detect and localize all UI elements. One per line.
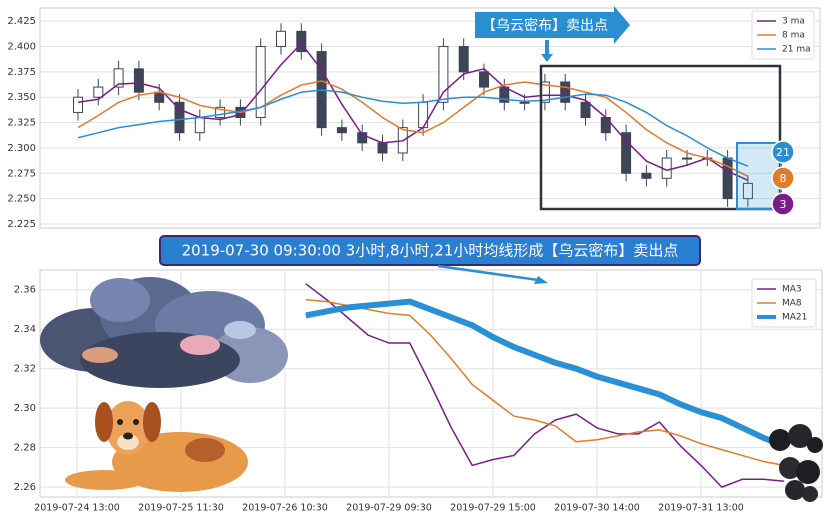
end-label-badge bbox=[771, 140, 795, 164]
x-tick-label: 2019-07-25 11:30 bbox=[138, 503, 224, 514]
ma-line bbox=[77, 80, 749, 177]
y-tick-label: 2.36 bbox=[14, 285, 36, 296]
x-tick-label: 2019-07-30 14:00 bbox=[554, 503, 640, 514]
end-label: 3 bbox=[780, 198, 787, 211]
dog-illustration bbox=[65, 401, 248, 492]
y-tick-label: 2.26 bbox=[14, 482, 36, 493]
end-label-badge bbox=[771, 166, 795, 190]
candle-body bbox=[458, 46, 469, 73]
legend-box bbox=[751, 10, 815, 60]
candle-body bbox=[519, 101, 530, 104]
candle-body bbox=[600, 116, 611, 134]
top-chart: 2.225 2.250 2.275 2.300 2.325 2.350 2.375 2.400… bbox=[7, 6, 821, 230]
banner-arrow bbox=[475, 6, 630, 44]
y-tick-label: 2.28 bbox=[14, 443, 36, 454]
ma-line bbox=[77, 42, 749, 182]
y-tick-label: 2.225 bbox=[7, 219, 36, 230]
plot-frame bbox=[39, 269, 823, 498]
ma-line bbox=[305, 298, 785, 467]
legend-label: 21 ma bbox=[782, 45, 811, 55]
y-tick-label: 2.275 bbox=[7, 168, 36, 179]
candle-body bbox=[336, 127, 347, 134]
y-tick-label: 2.34 bbox=[14, 324, 36, 335]
end-label: 8 bbox=[780, 172, 787, 185]
candle-body bbox=[133, 68, 144, 93]
legend-label: 3 ma bbox=[782, 17, 805, 27]
candle-body bbox=[194, 116, 205, 134]
legend-label: MA21 bbox=[782, 313, 807, 323]
y-tick-label: 2.300 bbox=[7, 143, 36, 154]
signal-box bbox=[539, 64, 782, 211]
x-tick-label: 2019-07-29 09:30 bbox=[346, 503, 432, 514]
end-label-badge bbox=[771, 192, 795, 216]
y-tick-label: 2.325 bbox=[7, 118, 36, 129]
title-pointer-head bbox=[534, 276, 548, 284]
x-tick-label: 2019-07-24 13:00 bbox=[34, 503, 120, 514]
candle-body bbox=[742, 182, 753, 200]
candle-body bbox=[479, 71, 489, 88]
ma-line bbox=[305, 283, 785, 488]
y-tick-label: 2.400 bbox=[7, 42, 36, 53]
cloud-illustration bbox=[40, 277, 288, 388]
plot-frame bbox=[39, 7, 821, 229]
candle-body bbox=[357, 132, 368, 144]
chart-title: 2019-07-30 09:30:00 3小时,8小时,21小时均线形成【乌云密… bbox=[182, 242, 679, 260]
legend-label: MA3 bbox=[782, 285, 802, 295]
blackberry-illustration bbox=[769, 424, 823, 502]
candle-body bbox=[296, 30, 307, 53]
candle-body bbox=[255, 46, 266, 118]
x-tick-label: 2019-07-31 13:00 bbox=[658, 503, 744, 514]
candle-body bbox=[418, 101, 429, 129]
candle-body bbox=[113, 68, 124, 88]
candle-body bbox=[93, 86, 104, 98]
candle-body bbox=[641, 172, 652, 179]
title-pointer bbox=[437, 264, 539, 282]
candle-body bbox=[377, 142, 388, 154]
x-tick-label: 2019-07-26 10:30 bbox=[242, 503, 328, 514]
candle-body bbox=[621, 132, 632, 174]
candle-body bbox=[580, 101, 591, 118]
y-tick-label: 2.425 bbox=[7, 16, 36, 27]
candle-body bbox=[560, 81, 571, 103]
ma-line bbox=[305, 298, 786, 449]
title-banner bbox=[159, 235, 701, 266]
y-tick-label: 2.375 bbox=[7, 67, 36, 78]
end-label: 21 bbox=[776, 146, 790, 159]
y-tick-label: 2.32 bbox=[14, 364, 36, 375]
candle-body bbox=[682, 157, 692, 160]
candle-body bbox=[215, 106, 226, 118]
candle-body bbox=[73, 96, 83, 113]
legend-label: MA8 bbox=[782, 299, 802, 309]
y-tick-label: 2.350 bbox=[7, 92, 36, 103]
x-tick-label: 2019-07-29 15:00 bbox=[450, 503, 536, 514]
ma-line bbox=[77, 89, 749, 167]
candle-body bbox=[276, 30, 286, 48]
banner-pointer bbox=[541, 40, 553, 62]
banner-text: 【乌云密布】卖出点 bbox=[482, 17, 608, 34]
candle-body bbox=[438, 46, 449, 103]
candle-body bbox=[174, 101, 185, 134]
legend-label: 8 ma bbox=[782, 31, 805, 41]
y-tick-label: 2.30 bbox=[14, 403, 36, 414]
y-tick-label: 2.250 bbox=[7, 194, 36, 205]
